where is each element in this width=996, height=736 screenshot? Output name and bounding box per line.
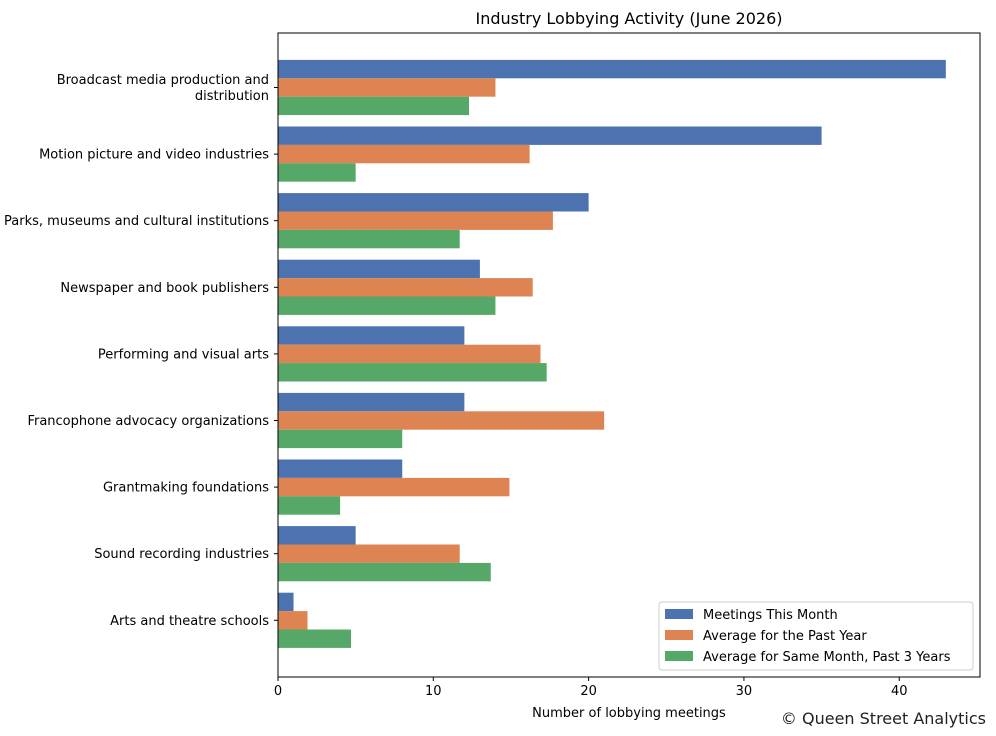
bar-1-4	[278, 259, 480, 279]
category-label-3: Parks, museums and cultural institutions	[4, 214, 269, 229]
bar-3-4	[278, 296, 496, 315]
bar-1-6	[278, 392, 465, 412]
bar-2-2	[278, 144, 530, 164]
chart-title: Industry Lobbying Activity (June 2026)	[476, 9, 783, 28]
bar-2-9	[278, 611, 308, 630]
legend-box	[658, 601, 974, 671]
bar-1-5	[278, 326, 465, 345]
legend-label-1: Meetings This Month	[703, 608, 838, 623]
legend-label-3: Average for Same Month, Past 3 Years	[703, 650, 951, 665]
category-label-2: Motion picture and video industries	[39, 148, 269, 163]
category-label-4: Newspaper and book publishers	[60, 281, 269, 296]
bar-2-1	[278, 78, 496, 97]
bar-3-9	[278, 629, 351, 648]
bar-2-6	[278, 411, 605, 430]
bar-2-3	[278, 211, 553, 230]
x-tick-label-1: 0	[274, 684, 282, 699]
legend-swatch-2	[665, 630, 693, 640]
bar-3-2	[278, 163, 356, 182]
x-tick-label-3: 20	[580, 684, 597, 699]
x-tick-label-5: 40	[891, 684, 908, 699]
bar-1-3	[278, 193, 589, 212]
bar-3-6	[278, 429, 403, 449]
bar-1-2	[278, 126, 822, 145]
bar-1-9	[278, 592, 294, 612]
bar-2-7	[278, 477, 510, 497]
plot-frame	[277, 32, 981, 678]
bar-3-1	[278, 96, 470, 116]
bar-2-5	[278, 344, 541, 364]
x-axis: 0 10 20 30 40	[274, 677, 908, 699]
bar-1-7	[278, 459, 403, 478]
bar-1-8	[278, 526, 356, 545]
bar-3-3	[278, 229, 460, 249]
category-label-6: Francophone advocacy organizations	[27, 414, 269, 429]
category-label-8: Sound recording industries	[94, 547, 269, 562]
legend-swatch-1	[665, 609, 693, 619]
category-labels: Broadcast media production and distributi…	[4, 73, 278, 629]
bar-2-4	[278, 278, 533, 297]
bars-group	[278, 59, 946, 648]
category-label-5: Performing and visual arts	[98, 347, 269, 362]
x-axis-label: Number of lobbying meetings	[532, 706, 726, 721]
legend-swatch-3	[665, 651, 693, 661]
bar-1-1	[278, 59, 946, 79]
credit-watermark: © Queen Street Analytics	[780, 709, 986, 728]
category-label-7: Grantmaking foundations	[103, 481, 269, 496]
bar-3-8	[278, 562, 491, 582]
x-tick-label-4: 30	[736, 684, 753, 699]
bar-3-7	[278, 496, 341, 515]
category-label-9: Arts and theatre schools	[110, 614, 269, 629]
bar-2-8	[278, 544, 460, 563]
legend-label-2: Average for the Past Year	[703, 629, 867, 644]
legend: Meetings This Month Average for the Past …	[658, 601, 974, 671]
category-label-1: Broadcast media production and distributi…	[57, 73, 269, 104]
bar-3-5	[278, 363, 547, 382]
x-tick-label-2: 10	[425, 684, 442, 699]
